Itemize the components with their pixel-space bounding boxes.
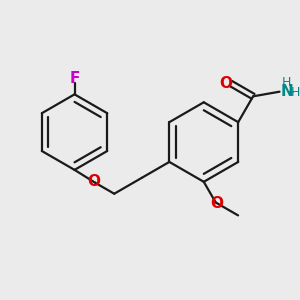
Text: H: H [291, 86, 300, 99]
Text: H: H [282, 76, 291, 89]
Text: O: O [210, 196, 223, 211]
Text: O: O [87, 174, 100, 189]
Text: N: N [280, 84, 293, 99]
Text: F: F [69, 71, 80, 86]
Text: O: O [219, 76, 232, 91]
